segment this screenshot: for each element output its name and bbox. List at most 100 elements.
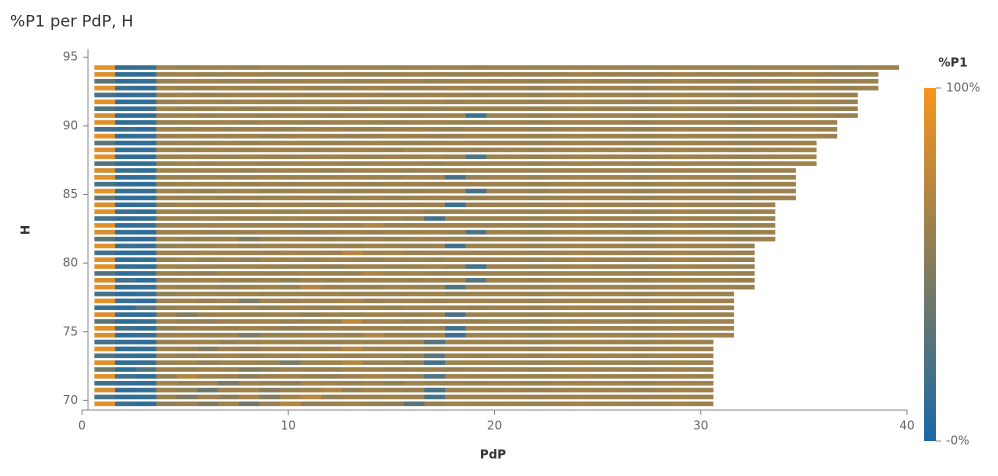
heatmap-cell: [321, 353, 343, 359]
heatmap-cell: [259, 284, 281, 290]
heatmap-cell: [651, 181, 673, 187]
heatmap-cell: [135, 305, 157, 311]
heatmap-cell: [486, 65, 508, 70]
heatmap-cell: [280, 181, 301, 187]
heatmap-cell: [754, 209, 776, 214]
heatmap-cell: [671, 147, 693, 153]
heatmap-cell: [589, 353, 611, 359]
heatmap-cell: [383, 257, 405, 262]
heatmap-cell: [197, 236, 219, 242]
heatmap-cell: [176, 264, 198, 269]
heatmap-cell: [259, 326, 281, 331]
heatmap-cell: [115, 195, 136, 201]
heatmap-cell: [341, 154, 363, 160]
heatmap-cell: [568, 78, 590, 84]
heatmap-cell: [238, 284, 260, 290]
heatmap-cell: [733, 175, 755, 180]
heatmap-cell: [259, 106, 281, 112]
heatmap-cell: [713, 147, 735, 153]
heatmap-cell: [115, 394, 136, 400]
heatmap-cell: [527, 305, 549, 311]
heatmap-cell: [671, 326, 693, 331]
heatmap-cell: [115, 353, 136, 359]
heatmap-cell: [300, 401, 322, 407]
heatmap-cell: [506, 181, 528, 187]
heatmap-cell: [424, 72, 446, 77]
heatmap-cell: [630, 380, 652, 386]
heatmap-cell: [259, 113, 281, 118]
heatmap-cell: [321, 380, 343, 386]
heatmap-cell: [445, 243, 466, 249]
heatmap-cell: [280, 243, 301, 249]
heatmap-cell: [465, 319, 487, 324]
heatmap-cell: [383, 99, 405, 105]
heatmap-cell: [362, 264, 384, 269]
heatmap-cell: [238, 120, 260, 125]
heatmap-cell: [836, 99, 858, 105]
heatmap-cell: [713, 264, 735, 269]
heatmap-cell: [671, 367, 693, 372]
heatmap-cell: [218, 236, 240, 242]
heatmap-cell: [238, 229, 260, 235]
heatmap-cell: [548, 291, 570, 297]
heatmap-cell: [197, 133, 219, 139]
heatmap-cell: [115, 161, 136, 166]
heatmap-cell: [197, 243, 219, 249]
heatmap-cell: [548, 387, 570, 393]
heatmap-cell: [156, 257, 178, 262]
heatmap-cell: [630, 65, 652, 70]
heatmap-cell: [610, 126, 631, 132]
heatmap-cell: [94, 387, 116, 393]
heatmap-cell: [383, 236, 405, 242]
heatmap-cell: [300, 85, 322, 91]
heatmap-cell: [465, 133, 487, 139]
heatmap-cell: [775, 126, 796, 132]
heatmap-cell: [548, 175, 570, 180]
heatmap-cell: [94, 133, 116, 139]
heatmap-cell: [445, 326, 466, 331]
heatmap-cell: [465, 229, 487, 235]
heatmap-cell: [94, 277, 116, 283]
heatmap-cell: [259, 312, 281, 317]
heatmap-cell: [135, 401, 157, 407]
heatmap-cell: [280, 374, 301, 379]
heatmap-cell: [465, 113, 487, 118]
heatmap-cell: [218, 319, 240, 324]
heatmap-cell: [94, 209, 116, 214]
heatmap-cell: [548, 223, 570, 228]
heatmap-cell: [733, 284, 755, 290]
heatmap-cell: [506, 394, 528, 400]
heatmap-cell: [94, 168, 116, 173]
heatmap-cell: [238, 188, 260, 194]
heatmap-cell: [135, 250, 157, 256]
heatmap-cell: [197, 154, 219, 160]
heatmap-cell: [115, 401, 136, 407]
heatmap-cell: [486, 181, 508, 187]
heatmap-cell: [321, 298, 343, 304]
heatmap-cell: [465, 367, 487, 372]
heatmap-cell: [506, 120, 528, 125]
heatmap-cell: [527, 380, 549, 386]
heatmap-cell: [238, 305, 260, 311]
heatmap-cell: [486, 332, 508, 338]
heatmap-cell: [156, 360, 178, 365]
heatmap-cell: [548, 243, 570, 249]
heatmap-cell: [816, 106, 838, 112]
heatmap-cell: [486, 312, 508, 317]
heatmap-cell: [610, 236, 631, 242]
heatmap-cell: [218, 346, 240, 352]
heatmap-cell: [135, 277, 157, 283]
heatmap-cell: [156, 387, 178, 393]
heatmap-cell: [445, 236, 466, 242]
heatmap-cell: [610, 243, 631, 249]
heatmap-cell: [259, 72, 281, 77]
heatmap-cell: [218, 140, 240, 146]
heatmap-cell: [197, 332, 219, 338]
heatmap-cell: [692, 236, 714, 242]
heatmap-cell: [218, 175, 240, 180]
heatmap-cell: [465, 298, 487, 304]
heatmap-cell: [568, 99, 590, 105]
heatmap-cell: [383, 126, 405, 132]
heatmap-cell: [403, 332, 425, 338]
heatmap-cell: [280, 209, 301, 214]
